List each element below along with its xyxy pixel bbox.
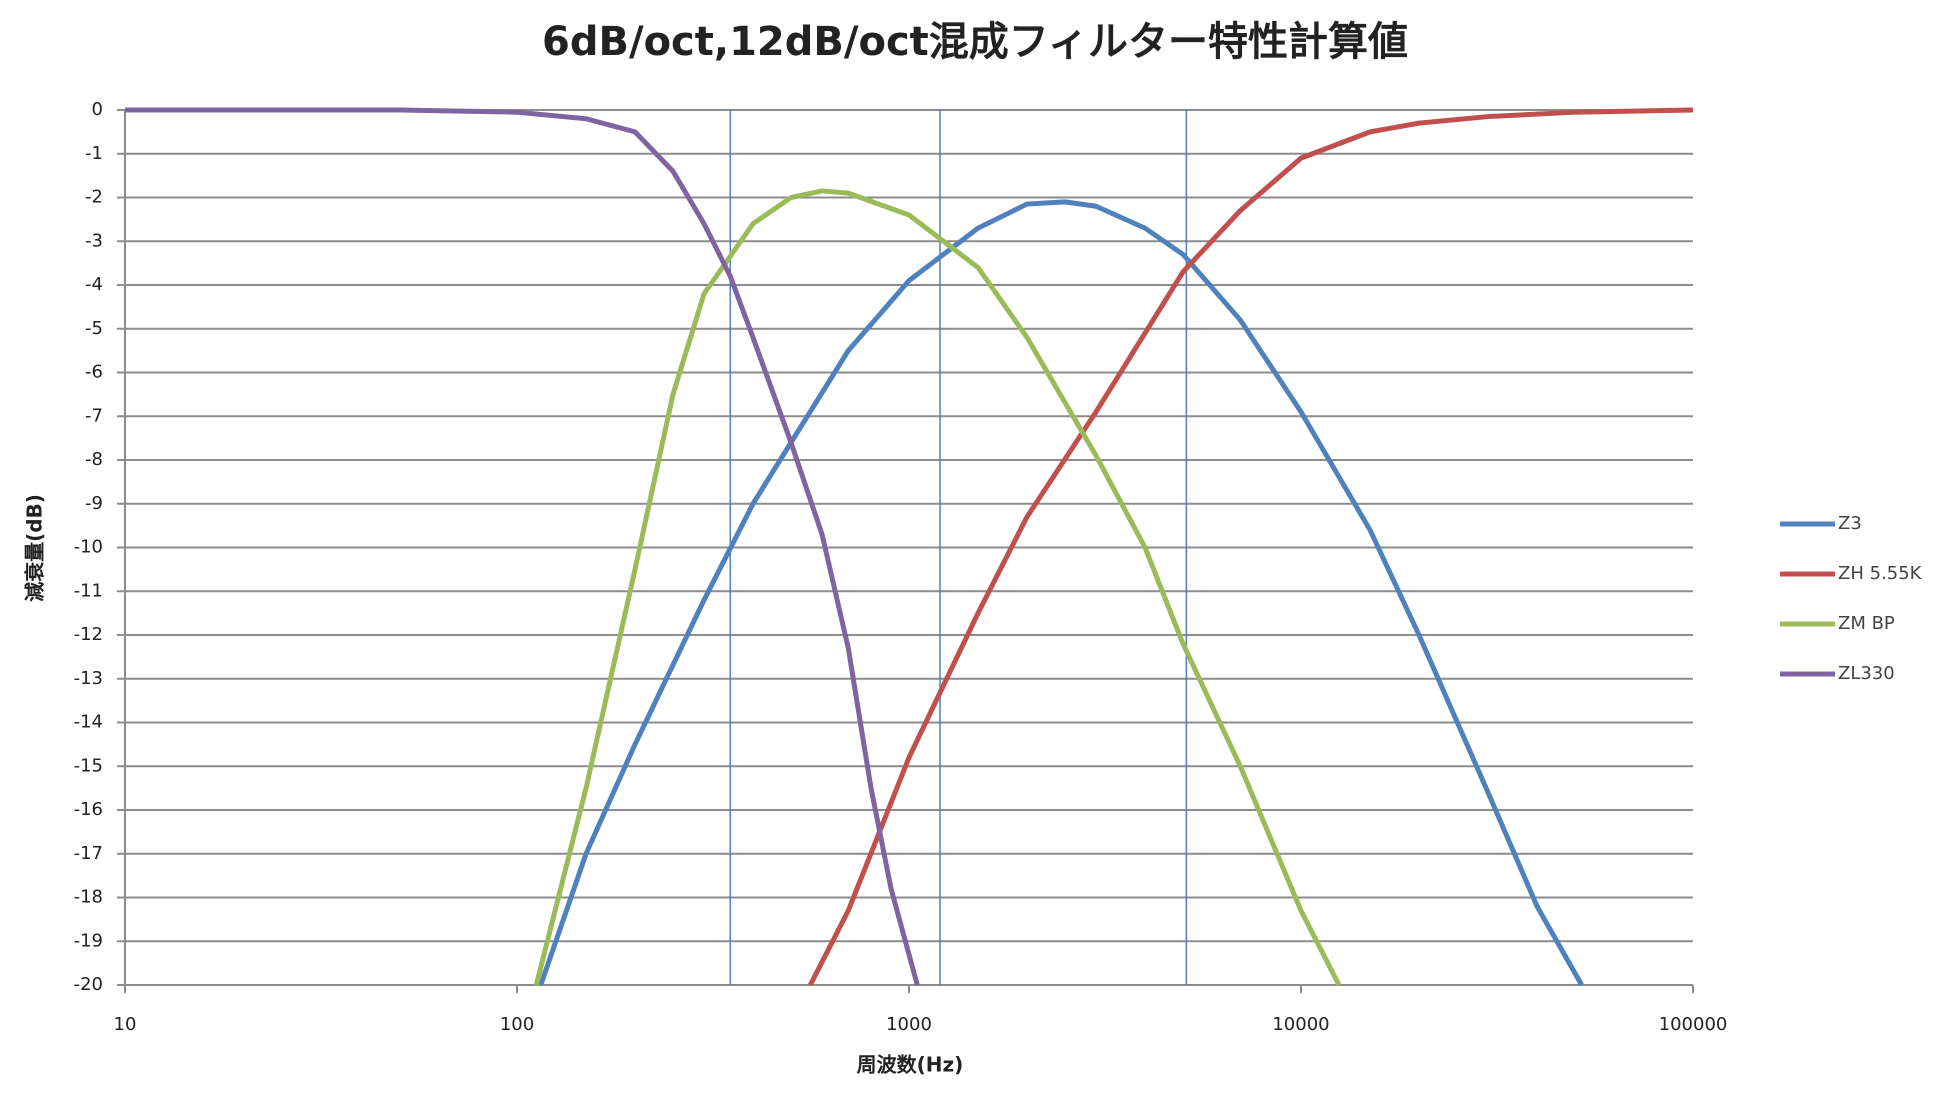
- series-line: [538, 199, 1584, 987]
- x-tick-label: 100: [500, 1014, 534, 1035]
- legend-label: ZM BP: [1838, 613, 1895, 634]
- y-tick-label: -19: [74, 930, 103, 951]
- x-axis-title: 周波数(Hz): [857, 1053, 964, 1077]
- legend-label: Z3: [1838, 513, 1862, 534]
- y-tick-label: -6: [85, 362, 103, 383]
- y-tick-label: -3: [85, 230, 103, 251]
- y-tick-label: 0: [92, 99, 103, 120]
- y-tick-label: -20: [74, 974, 103, 995]
- y-tick-label: -7: [85, 405, 103, 426]
- y-tick-label: -9: [85, 493, 103, 514]
- y-tick-label: -13: [74, 668, 103, 689]
- y-tick-label: -17: [74, 843, 103, 864]
- y-axis-title: 減衰量(dB): [23, 494, 47, 602]
- x-tick-label: 1000: [886, 1014, 932, 1035]
- x-tick-label: 10000: [1272, 1014, 1329, 1035]
- y-tick-label: -12: [74, 624, 103, 645]
- series-line: [533, 188, 1342, 987]
- x-tick-label: 100000: [1659, 1014, 1728, 1035]
- legend-label: ZL330: [1838, 663, 1895, 684]
- y-tick-label: -18: [74, 887, 103, 908]
- legend-label: ZH 5.55K: [1838, 563, 1923, 584]
- chart-title: 6dB/oct,12dB/oct混成フィルター特性計算値: [542, 19, 1408, 65]
- y-tick-label: -1: [85, 143, 103, 164]
- y-tick-label: -8: [85, 449, 103, 470]
- y-tick-label: -14: [74, 712, 103, 733]
- series-line: [125, 107, 920, 986]
- y-tick-label: -5: [85, 318, 103, 339]
- series-line: [808, 107, 1694, 987]
- y-tick-label: -10: [74, 537, 103, 558]
- x-tick-label: 10: [114, 1014, 137, 1035]
- y-tick-label: -16: [74, 799, 103, 820]
- y-tick-label: -15: [74, 755, 103, 776]
- y-tick-label: -2: [85, 187, 103, 208]
- y-tick-label: -11: [74, 580, 103, 601]
- y-tick-label: -4: [85, 274, 103, 295]
